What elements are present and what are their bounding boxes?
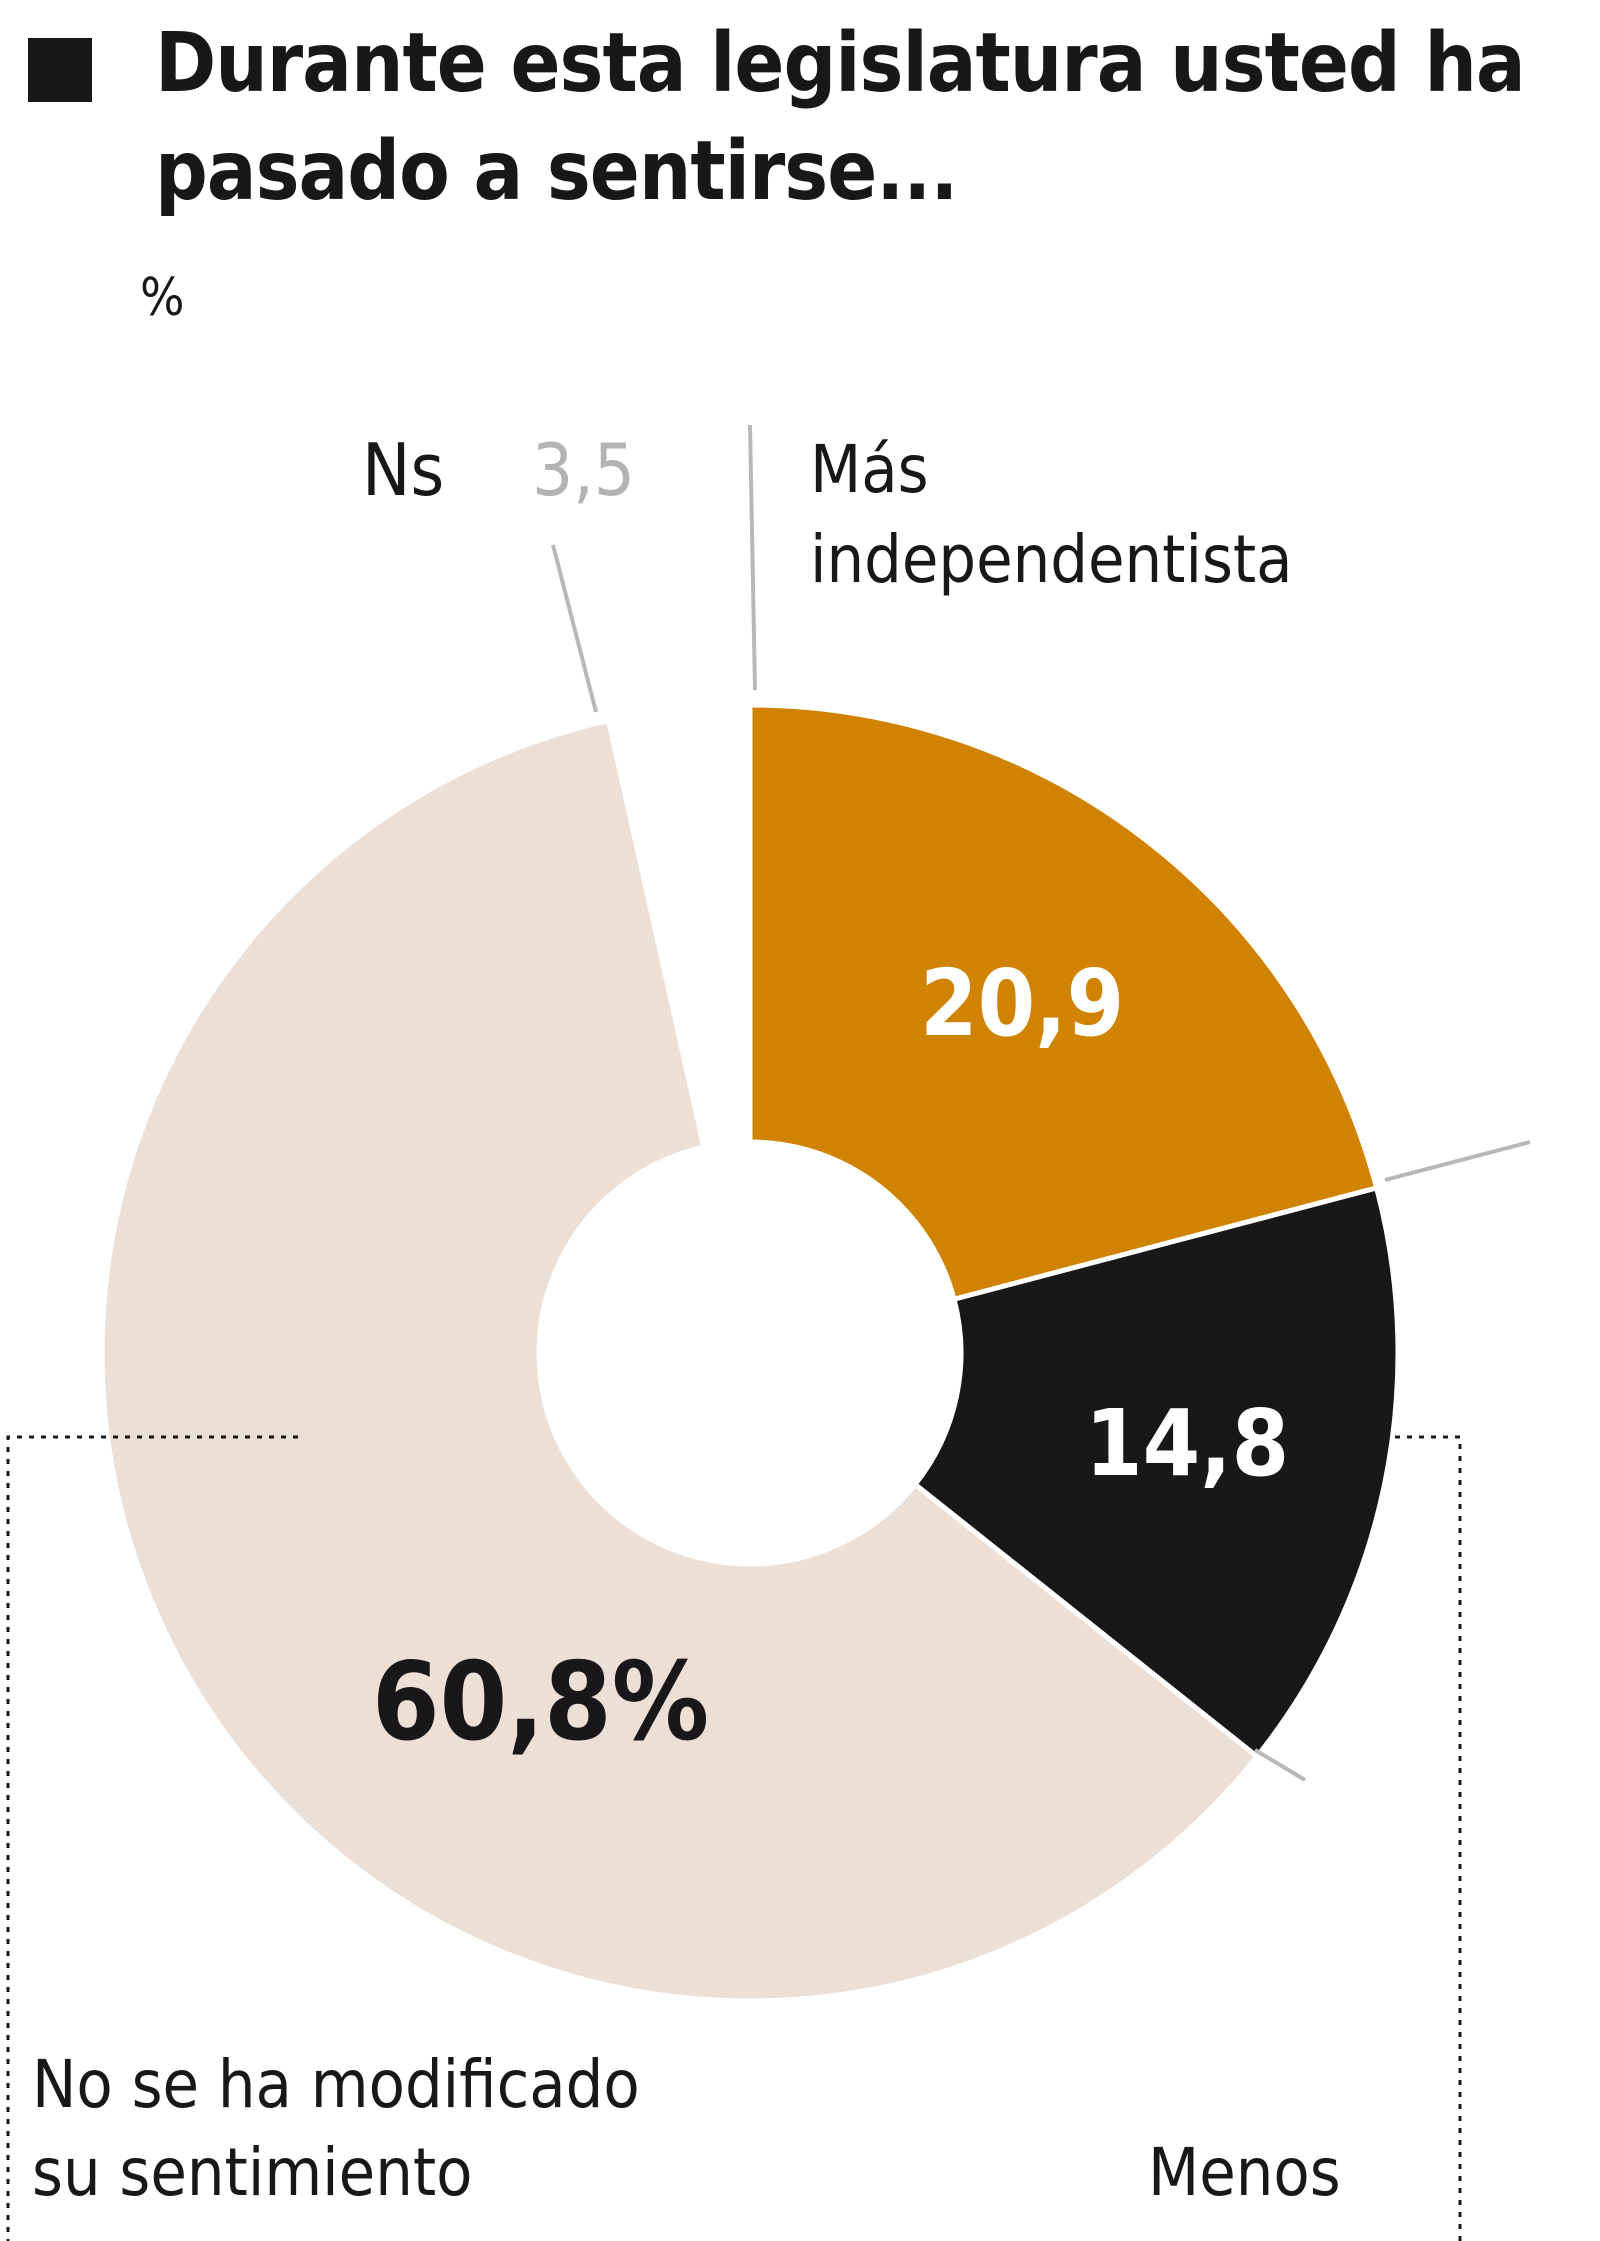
label-no-mod-line2: su sentimiento [32,2134,473,2211]
leader-line-menos-nomod [1253,1748,1307,1782]
slice-menos [911,1184,1401,1761]
label-mas-line1: Más [810,431,929,508]
bracket-menos [1395,1435,1462,2241]
slice-mas [747,702,1380,1303]
value-menos: 14,8 [1085,1390,1290,1497]
label-no-mod-line1: No se ha modificado [32,2046,640,2123]
donut-slices [99,702,1401,2004]
value-mas: 20,9 [920,950,1125,1057]
leader-line-mas [748,424,757,691]
label-mas-line2: independentista [810,521,1293,598]
leader-line-ns [551,544,598,713]
slice-ns [605,702,753,1151]
slice-no-mod [99,717,1261,2004]
unit-label: % [140,268,185,328]
bracket-no-mod [6,1435,298,2241]
value-no-mod: 60,8% [372,1640,710,1765]
chart-title: Durante esta legislatura usted ha pasado… [155,16,1526,219]
leader-line-mas-menos [1384,1140,1531,1182]
label-ns: Ns [362,428,445,512]
label-menos: Menos [1148,2134,1341,2211]
value-ns: 3,5 [532,428,635,512]
title-bullet-icon [28,38,92,102]
